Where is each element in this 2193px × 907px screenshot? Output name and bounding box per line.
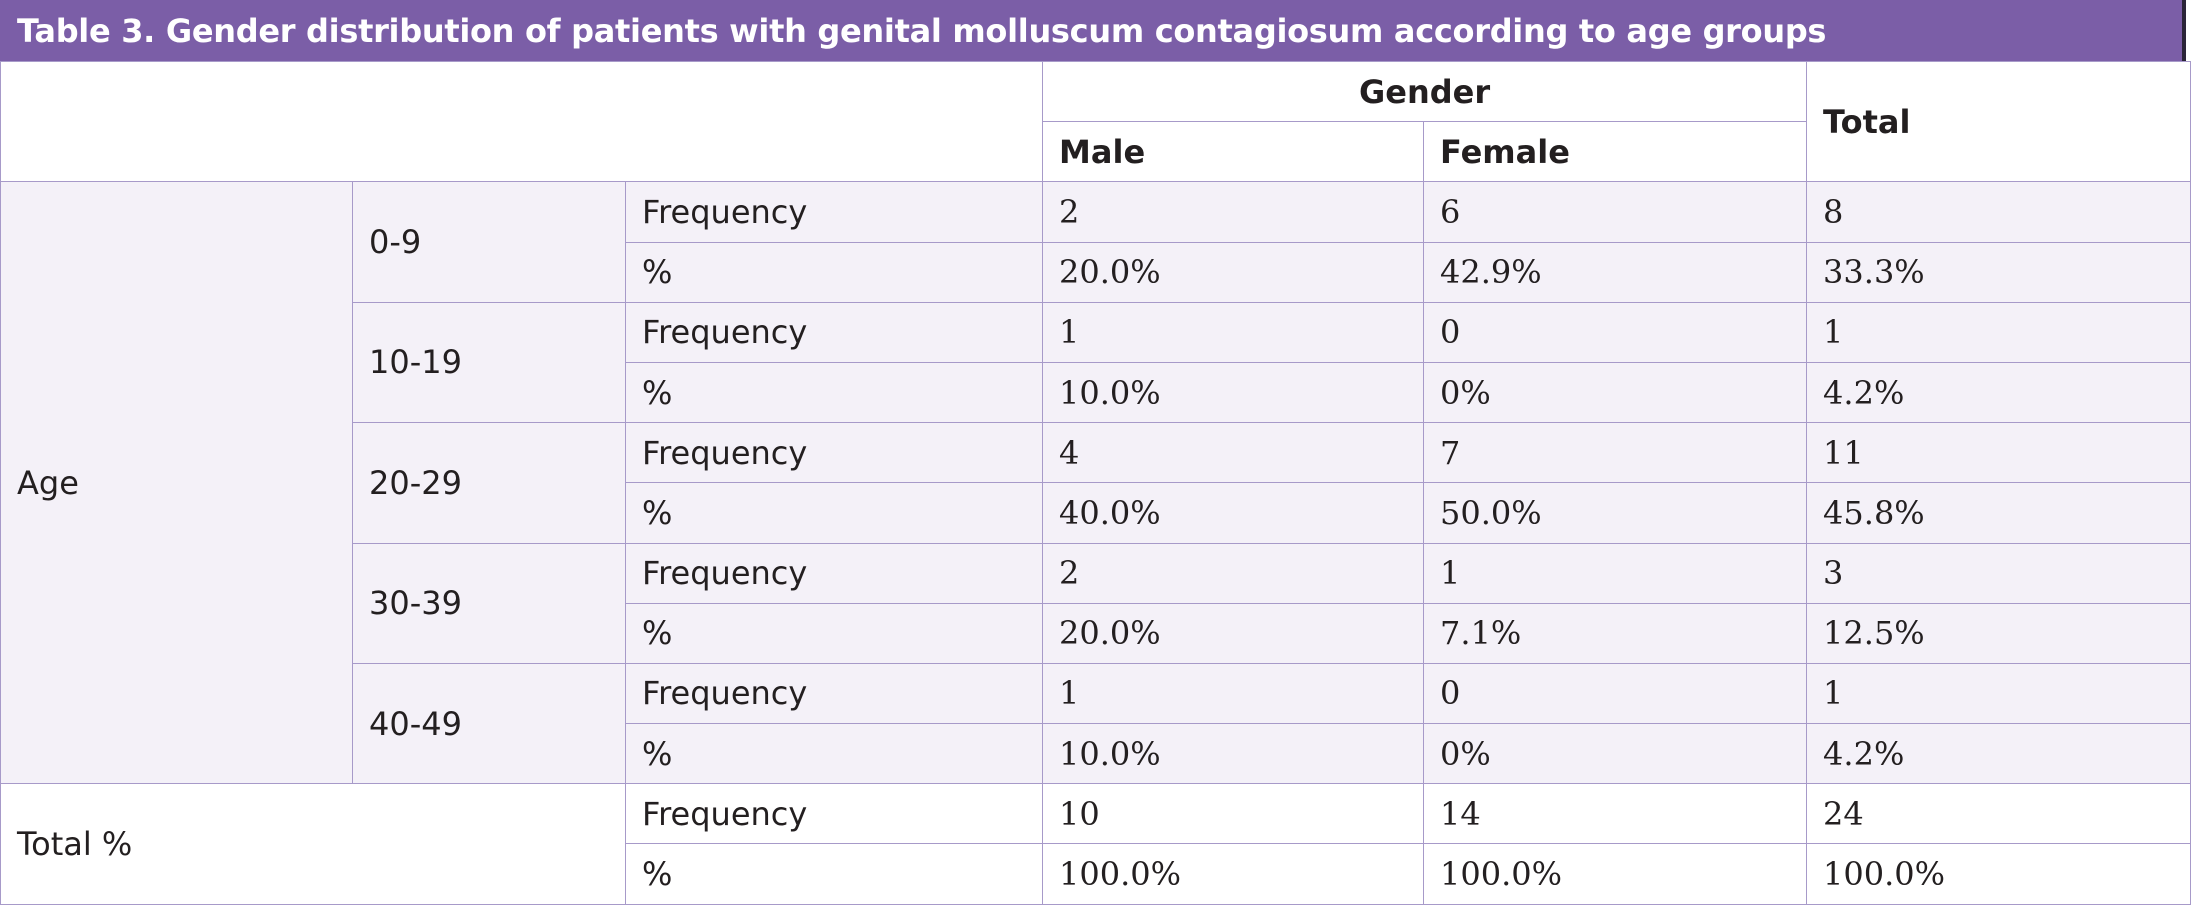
cell-total: 12.5%: [1806, 602, 2192, 664]
row-measure-label: %: [624, 241, 1044, 303]
row-measure-label: %: [624, 482, 1044, 544]
cell-male: 10: [1042, 783, 1425, 845]
age-range-cell: 0-9: [352, 181, 626, 303]
table-row: 30-39 Frequency 2 1 3: [1, 542, 2192, 664]
total-label-cell: Total %: [0, 783, 626, 905]
row-measure-label: %: [624, 602, 1044, 664]
row-measure-label: Frequency: [624, 422, 1044, 484]
gender-age-table: Gender Total Male Female Age 0-9 Frequency…: [0, 60, 2192, 905]
cell-total: 11: [1806, 422, 2192, 484]
total-row: % 100.0% 100.0% 100.0%: [1, 843, 2192, 905]
cell-female: 42.9%: [1423, 241, 1808, 303]
header-gender: Gender: [1042, 60, 1808, 123]
cell-female: 0%: [1423, 723, 1808, 785]
row-measure-label: Frequency: [624, 181, 1044, 243]
cell-total: 3: [1806, 542, 2192, 604]
cell-total: 1: [1806, 301, 2192, 363]
cell-female: 100.0%: [1423, 843, 1808, 905]
age-range-cell: 40-49: [352, 662, 626, 785]
cell-total: 1: [1806, 662, 2192, 725]
row-measure-label: Frequency: [624, 662, 1044, 725]
row-measure-label: Frequency: [624, 301, 1044, 363]
cell-total: 24: [1806, 783, 2192, 845]
row-measure-label: %: [624, 361, 1044, 424]
table-title-bar: Table 3. Gender distribution of patients…: [0, 0, 2186, 61]
age-label-cell: Age: [0, 181, 353, 785]
table-title: Table 3. Gender distribution of patients…: [17, 11, 1827, 50]
table-row: Age 0-9 Frequency 2 6 8: [0, 181, 2192, 785]
cell-female: 0%: [1423, 361, 1808, 424]
table-row: 10-19 Frequency 1 0 1: [1, 301, 2192, 424]
cell-male: 20.0%: [1042, 602, 1425, 664]
age-range-cell: 10-19: [352, 301, 626, 424]
cell-total: 33.3%: [1806, 241, 2192, 303]
cell-total: 8: [1806, 181, 2192, 243]
row-measure-label: Frequency: [624, 542, 1044, 604]
cell-female: 6: [1423, 181, 1808, 243]
cell-female: 7.1%: [1423, 602, 1808, 664]
cell-male: 40.0%: [1042, 482, 1425, 544]
cell-total: 4.2%: [1806, 723, 2192, 785]
cell-male: 2: [1042, 542, 1425, 604]
age-range-cell: 30-39: [352, 542, 626, 664]
cell-male: 20.0%: [1042, 241, 1425, 303]
cell-male: 10.0%: [1042, 361, 1425, 424]
table-row: % 10.0% 0% 4.2%: [1, 361, 2192, 424]
total-row: Total % Frequency 10 14 24: [0, 783, 2192, 905]
cell-male: 1: [1042, 662, 1425, 725]
cell-male: 10.0%: [1042, 723, 1425, 785]
cell-female: 1: [1423, 542, 1808, 604]
cell-female: 0: [1423, 301, 1808, 363]
age-range-cell: 20-29: [352, 422, 626, 544]
cell-total: 100.0%: [1806, 843, 2192, 905]
cell-female: 50.0%: [1423, 482, 1808, 544]
header-empty-cell: [0, 60, 1044, 183]
header-row-2: Male Female: [1, 121, 2191, 183]
cell-male: 1: [1042, 301, 1425, 363]
row-measure-label: Frequency: [624, 783, 1044, 845]
table-row: % 20.0% 42.9% 33.3%: [1, 241, 2192, 303]
row-measure-label: %: [624, 723, 1044, 785]
table-row: 40-49 Frequency 1 0 1: [1, 662, 2192, 785]
table-row: 20-29 Frequency 4 7 11: [1, 422, 2192, 544]
row-measure-label: %: [624, 843, 1044, 905]
cell-female: 7: [1423, 422, 1808, 484]
header-male: Male: [1042, 121, 1425, 183]
header-row-1: Gender Total: [0, 60, 2192, 183]
cell-total: 45.8%: [1806, 482, 2192, 544]
cell-female: 14: [1423, 783, 1808, 845]
cell-male: 2: [1042, 181, 1425, 243]
header-total: Total: [1806, 60, 2192, 183]
cell-male: 4: [1042, 422, 1425, 484]
table-row: % 20.0% 7.1% 12.5%: [1, 602, 2192, 664]
header-female: Female: [1423, 121, 1808, 183]
cell-male: 100.0%: [1042, 843, 1425, 905]
cell-female: 0: [1423, 662, 1808, 725]
cell-total: 4.2%: [1806, 361, 2192, 424]
